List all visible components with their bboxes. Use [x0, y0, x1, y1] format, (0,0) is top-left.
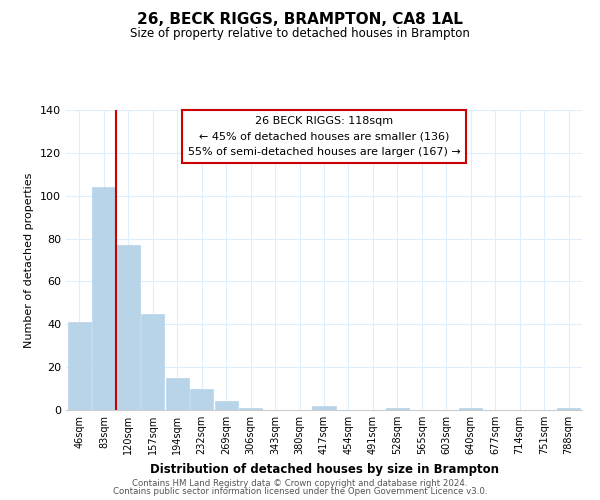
Bar	[92, 187, 116, 410]
Text: 26, BECK RIGGS, BRAMPTON, CA8 1AL: 26, BECK RIGGS, BRAMPTON, CA8 1AL	[137, 12, 463, 28]
Bar	[190, 388, 214, 410]
Y-axis label: Number of detached properties: Number of detached properties	[25, 172, 34, 348]
Bar	[68, 322, 91, 410]
Bar	[166, 378, 189, 410]
Bar	[215, 402, 238, 410]
Bar	[557, 408, 580, 410]
Bar	[117, 245, 140, 410]
Text: Contains HM Land Registry data © Crown copyright and database right 2024.: Contains HM Land Registry data © Crown c…	[132, 478, 468, 488]
Text: Contains public sector information licensed under the Open Government Licence v3: Contains public sector information licen…	[113, 487, 487, 496]
Bar	[459, 408, 482, 410]
Bar	[313, 406, 335, 410]
Bar	[386, 408, 409, 410]
Bar	[141, 314, 164, 410]
Bar	[239, 408, 262, 410]
Text: 26 BECK RIGGS: 118sqm
← 45% of detached houses are smaller (136)
55% of semi-det: 26 BECK RIGGS: 118sqm ← 45% of detached …	[188, 116, 460, 157]
Text: Size of property relative to detached houses in Brampton: Size of property relative to detached ho…	[130, 28, 470, 40]
X-axis label: Distribution of detached houses by size in Brampton: Distribution of detached houses by size …	[149, 462, 499, 475]
